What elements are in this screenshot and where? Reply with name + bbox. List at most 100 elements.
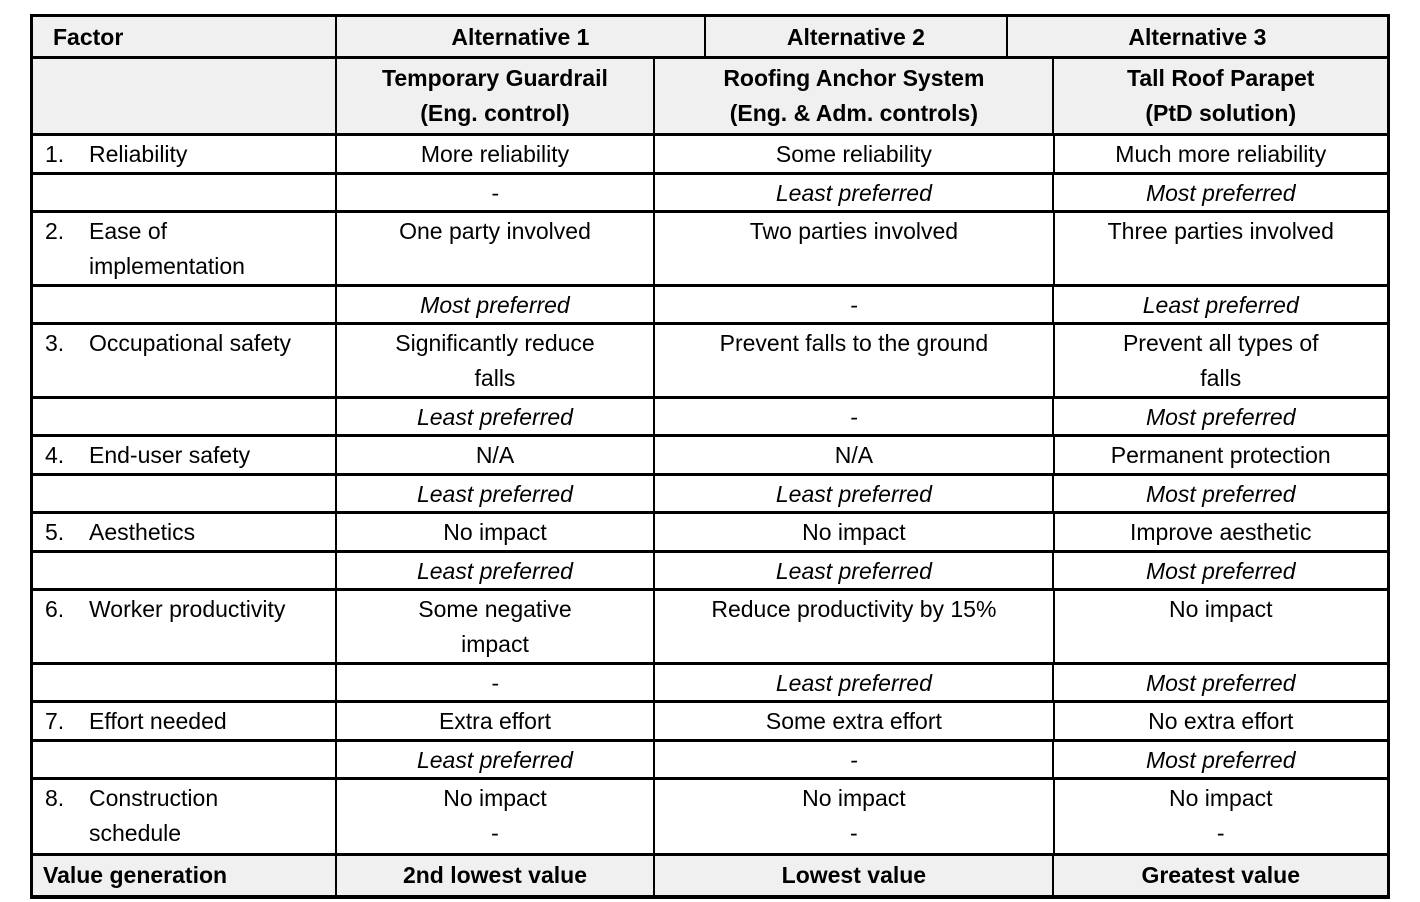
factor-value-row: 4. End-user safety N/A N/A Permanent protect… [33, 437, 1387, 476]
value-cell-alt1: More reliability [337, 136, 656, 172]
pref-cell-alt3: Most preferred [1145, 558, 1296, 584]
alternative-2-header-cell: Alternative 2 [706, 17, 1008, 56]
value-cell-alt1: No impact [337, 514, 656, 550]
factor-combined-row: 8. Construction schedule No impact - No impa… [33, 780, 1387, 856]
factor-pref-row: Most preferred - Least preferred [33, 287, 1387, 325]
value-line: No impact [1168, 785, 1273, 811]
pref-cell-alt3: Most preferred [1145, 481, 1296, 507]
pref-cell-alt1: Least preferred [337, 399, 656, 434]
alternative-3-type: (PtD solution) [1145, 100, 1297, 126]
value-generation-cell-alt2: Lowest value [655, 856, 1055, 895]
factor-number: 1. [45, 141, 65, 167]
pref-cell-alt1: Most preferred [337, 287, 656, 322]
factor-cell: 6. Worker productivity [33, 591, 337, 662]
pref-cell-alt1: Least preferred [337, 553, 656, 588]
factor-value-row: 1. Reliability More reliability Some reliab… [33, 136, 1387, 175]
value-cell-alt3: No impact [1168, 596, 1273, 622]
pref-cell-alt2: Least preferred [655, 476, 1055, 511]
factor-cell: 2. Ease of implementation [33, 213, 337, 284]
value-cell-alt2: Some extra effort [655, 703, 1055, 739]
factor-number: 4. [45, 442, 65, 468]
pref-cell-alt1: - [337, 175, 656, 210]
factor-value-row: 5. Aesthetics No impact No impact Improve ae… [33, 514, 1387, 553]
factor-cell: 5. Aesthetics [33, 514, 337, 550]
pref-cell-alt2: Least preferred [655, 665, 1055, 700]
value-cell-alt2: No impact - [655, 780, 1055, 853]
alternative-2-subheader-cell: Roofing Anchor System (Eng. & Adm. contr… [655, 59, 1055, 133]
factor-pref-row: Least preferred Least preferred Most prefe… [33, 476, 1387, 514]
factor-name: Reliability [89, 141, 188, 167]
factor-cell: 4. End-user safety [33, 437, 337, 473]
factor-value-row: 7. Effort needed Extra effort Some extra ef… [33, 703, 1387, 742]
value-cell-alt3: Much more reliability [1115, 141, 1327, 167]
value-generation-label: Value generation [33, 856, 337, 895]
pref-cell-alt1: Least preferred [337, 476, 656, 511]
value-cell-alt3: No impact - [1055, 780, 1388, 853]
value-generation-cell-alt3: Greatest value [1141, 862, 1300, 888]
value-generation-cell-alt1: 2nd lowest value [337, 856, 656, 895]
subheader-empty-cell [33, 59, 337, 133]
value-cell-alt1: One party involved [337, 213, 656, 284]
factor-number: 7. [45, 708, 65, 734]
pref-empty-cell [33, 175, 337, 210]
factor-number: 2. [45, 218, 65, 244]
value-cell-alt2: Prevent falls to the ground [655, 325, 1055, 396]
alternative-2-name: Roofing Anchor System [723, 65, 985, 91]
subheader-row: Temporary Guardrail (Eng. control) Roofi… [33, 59, 1387, 136]
factor-header-cell: Factor [33, 17, 337, 56]
pref-cell-alt3: Least preferred [1142, 292, 1299, 318]
factor-pref-row: Least preferred Least preferred Most prefe… [33, 553, 1387, 591]
pref-cell-alt2: Least preferred [655, 175, 1055, 210]
factor-value-row: 6. Worker productivity Some negative impac… [33, 591, 1387, 665]
pref-cell-alt1: - [337, 665, 656, 700]
alternative-1-name: Temporary Guardrail [382, 65, 608, 91]
value-cell-alt2: Some reliability [655, 136, 1055, 172]
factor-pref-row: - Least preferred Most preferred [33, 175, 1387, 213]
alternative-1-header-cell: Alternative 1 [337, 17, 707, 56]
factor-cell: 8. Construction schedule [33, 780, 337, 853]
pref-cell-alt2: - [655, 399, 1055, 434]
value-cell-alt3: Improve aesthetic [1129, 519, 1312, 545]
alternative-3-name: Tall Roof Parapet [1127, 65, 1315, 91]
value-cell-alt1: Some negative impact [337, 591, 656, 662]
pref-empty-cell [33, 742, 337, 777]
value-cell-alt1: No impact - [337, 780, 656, 853]
pref-empty-cell [33, 476, 337, 511]
factor-name: Occupational safety [89, 330, 292, 356]
value-generation-row: Value generation 2nd lowest value Lowest… [33, 856, 1387, 895]
pref-empty-cell [33, 553, 337, 588]
value-line: No impact [443, 785, 547, 811]
value-cell-alt3: No extra effort [1148, 708, 1294, 734]
alternative-3-header-cell: Alternative 3 [1128, 24, 1267, 50]
factor-name: Ease of implementation [89, 218, 245, 279]
pref-cell-alt1: Least preferred [337, 742, 656, 777]
factor-cell: 1. Reliability [33, 136, 337, 172]
alternative-1-subheader-cell: Temporary Guardrail (Eng. control) [337, 59, 656, 133]
pref-empty-cell [33, 287, 337, 322]
pref-empty-cell [33, 665, 337, 700]
factor-value-row: 2. Ease of implementation One party involv… [33, 213, 1387, 287]
alternative-1-type: (Eng. control) [420, 100, 570, 126]
pref-cell-alt3: Most preferred [1145, 747, 1296, 773]
factor-name: Effort needed [89, 708, 227, 734]
value-cell-alt3: Permanent protection [1110, 442, 1331, 468]
factor-number: 5. [45, 519, 65, 545]
pref-cell-alt3: Most preferred [1145, 670, 1296, 696]
factor-number: 8. [45, 785, 65, 811]
factor-cell: 7. Effort needed [33, 703, 337, 739]
value-cell-alt2: N/A [655, 437, 1055, 473]
value-cell-alt3: Prevent all types of falls [1122, 330, 1319, 391]
factor-number: 3. [45, 330, 65, 356]
factor-pref-row: Least preferred - Most preferred [33, 742, 1387, 780]
factor-number: 6. [45, 596, 65, 622]
pref-cell-alt3: Most preferred [1145, 180, 1296, 206]
value-cell-alt2: No impact [655, 514, 1055, 550]
value-cell-alt3: Three parties involved [1107, 218, 1334, 244]
factor-pref-row: Least preferred - Most preferred [33, 399, 1387, 437]
pref-cell-alt2: - [655, 287, 1055, 322]
factor-cell: 3. Occupational safety [33, 325, 337, 396]
preference-line: - [491, 820, 499, 846]
value-cell-alt1: N/A [337, 437, 656, 473]
value-cell-alt2: Reduce productivity by 15% [655, 591, 1055, 662]
factor-name: End-user safety [89, 442, 251, 468]
